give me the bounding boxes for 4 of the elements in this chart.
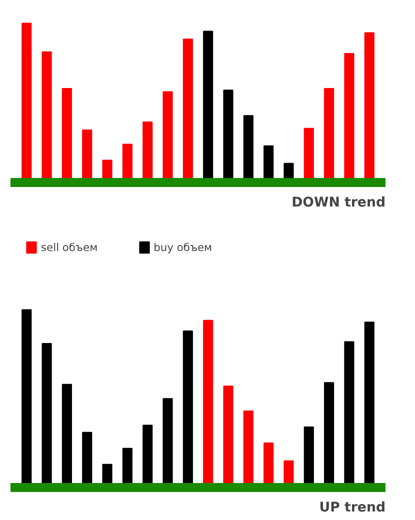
text: DOWN trend xyxy=(292,196,386,210)
legend-label: buy объем xyxy=(154,240,212,254)
legend-label: sell объем xyxy=(41,240,98,254)
text: UP trend xyxy=(319,500,386,516)
